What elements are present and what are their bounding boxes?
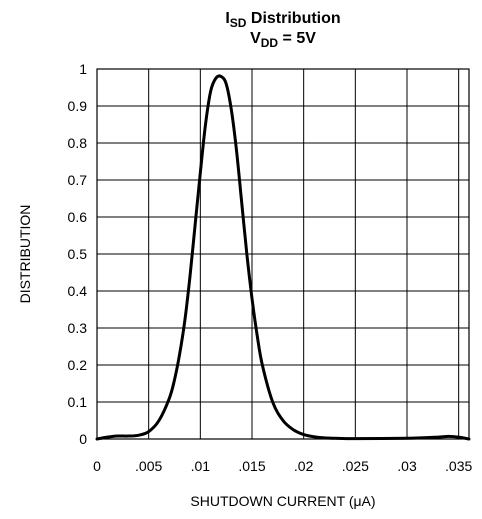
- plot-frame: [96, 68, 470, 440]
- y-tick-label: 1: [79, 61, 87, 77]
- x-tick-label: 0: [93, 458, 101, 474]
- y-tick-label: 0.6: [68, 209, 88, 225]
- y-tick-label: 0.9: [68, 98, 88, 114]
- x-tick-labels: 0 .005 .01 .015 .02 .025 .03 .035: [93, 458, 472, 474]
- y-tick-label: 0.4: [68, 283, 88, 299]
- y-tick-labels: 0 0.1 0.2 0.3 0.4 0.5 0.6 0.7 0.8 0.9 1: [68, 61, 88, 447]
- y-tick-label: 0.5: [68, 246, 88, 262]
- x-tick-label: .005: [135, 458, 162, 474]
- x-tick-label: .035: [445, 458, 472, 474]
- y-tick-label: 0.3: [68, 320, 88, 336]
- grid-lines: [96, 68, 469, 440]
- y-tick-label: 0.2: [68, 357, 88, 373]
- chart-title-line-1: ISD Distribution: [225, 10, 340, 30]
- x-tick-label: .01: [191, 458, 211, 474]
- y-tick-label: 0.1: [68, 394, 88, 410]
- y-tick-label: 0.7: [68, 172, 88, 188]
- x-tick-label: .025: [342, 458, 369, 474]
- x-tick-label: .03: [397, 458, 417, 474]
- x-tick-label: .02: [294, 458, 314, 474]
- y-tick-label: 0: [79, 431, 87, 447]
- x-tick-label: .015: [238, 458, 265, 474]
- y-axis-label: DISTRIBUTION: [17, 205, 33, 304]
- y-tick-label: 0.8: [68, 135, 88, 151]
- x-axis-label: SHUTDOWN CURRENT (μA): [190, 493, 375, 509]
- distribution-curve: [95, 74, 471, 441]
- chart-title-line-2: VDD = 5V: [250, 30, 316, 50]
